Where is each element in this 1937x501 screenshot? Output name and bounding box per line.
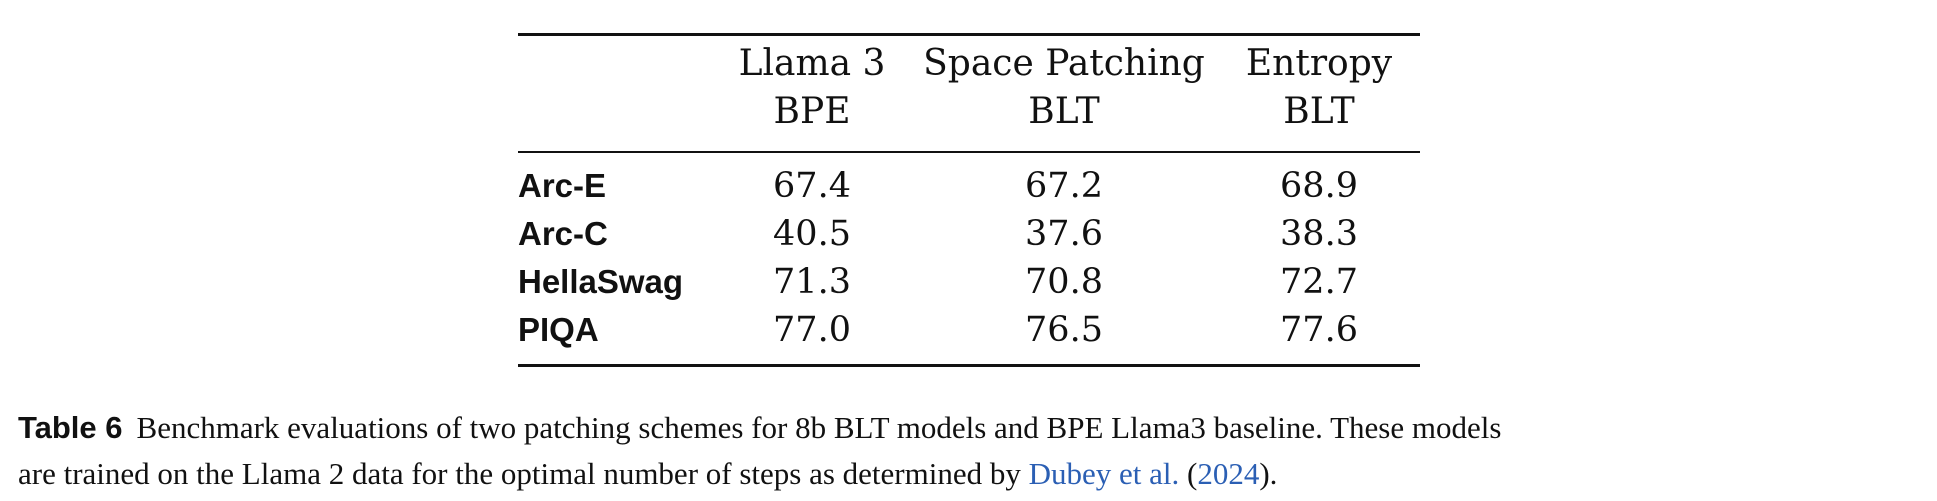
column-header-llama3-bpe: Llama 3 BPE (662, 40, 962, 136)
column-header-entropy-blt: Entropy BLT (1169, 40, 1469, 136)
table-cell: 37.6 (1025, 214, 1103, 254)
table-cell: 77.6 (1280, 310, 1358, 350)
column-header-line2: BLT (1283, 91, 1355, 132)
row-label: PIQA (518, 311, 599, 348)
row-label: Arc-C (518, 215, 608, 252)
citation-open: ( (1179, 456, 1198, 491)
column-header-line1: Entropy (1245, 43, 1393, 84)
table-cell: 67.2 (1025, 166, 1103, 206)
table-top-rule (518, 33, 1420, 36)
table-header-rule (518, 151, 1420, 153)
table-cell: 70.8 (1025, 262, 1103, 302)
column-header-space-patching-blt: Space Patching BLT (914, 40, 1214, 136)
citation-authors-link[interactable]: Dubey et al. (1028, 456, 1180, 491)
caption-line-1: Table 6 Benchmark evaluations of two patc… (18, 405, 1918, 451)
table-cell: 68.9 (1280, 166, 1358, 206)
caption-line-2: are trained on the Llama 2 data for the … (18, 451, 1918, 497)
citation-close: ). (1259, 456, 1278, 491)
column-header-line1: Space Patching (923, 43, 1205, 84)
caption-text-1: Benchmark evaluations of two patching sc… (136, 410, 1502, 445)
table-cell: 72.7 (1280, 262, 1358, 302)
table-bottom-rule (518, 364, 1420, 367)
table-cell: 77.0 (773, 310, 851, 350)
table-cell: 38.3 (1280, 214, 1358, 254)
column-header-line2: BPE (773, 91, 851, 132)
row-label: Arc-E (518, 167, 607, 204)
table-cell: 40.5 (773, 214, 851, 254)
caption-label: Table 6 (18, 410, 123, 445)
citation-year-link[interactable]: 2024 (1197, 456, 1260, 491)
row-label: HellaSwag (518, 263, 684, 300)
table-cell: 71.3 (773, 262, 851, 302)
table-cell: 67.4 (773, 166, 851, 206)
column-header-line2: BLT (1028, 91, 1100, 132)
caption-text-2: are trained on the Llama 2 data for the … (18, 456, 1029, 491)
table-caption: Table 6 Benchmark evaluations of two patc… (18, 405, 1918, 497)
column-header-line1: Llama 3 (738, 43, 886, 84)
table-cell: 76.5 (1025, 310, 1103, 350)
